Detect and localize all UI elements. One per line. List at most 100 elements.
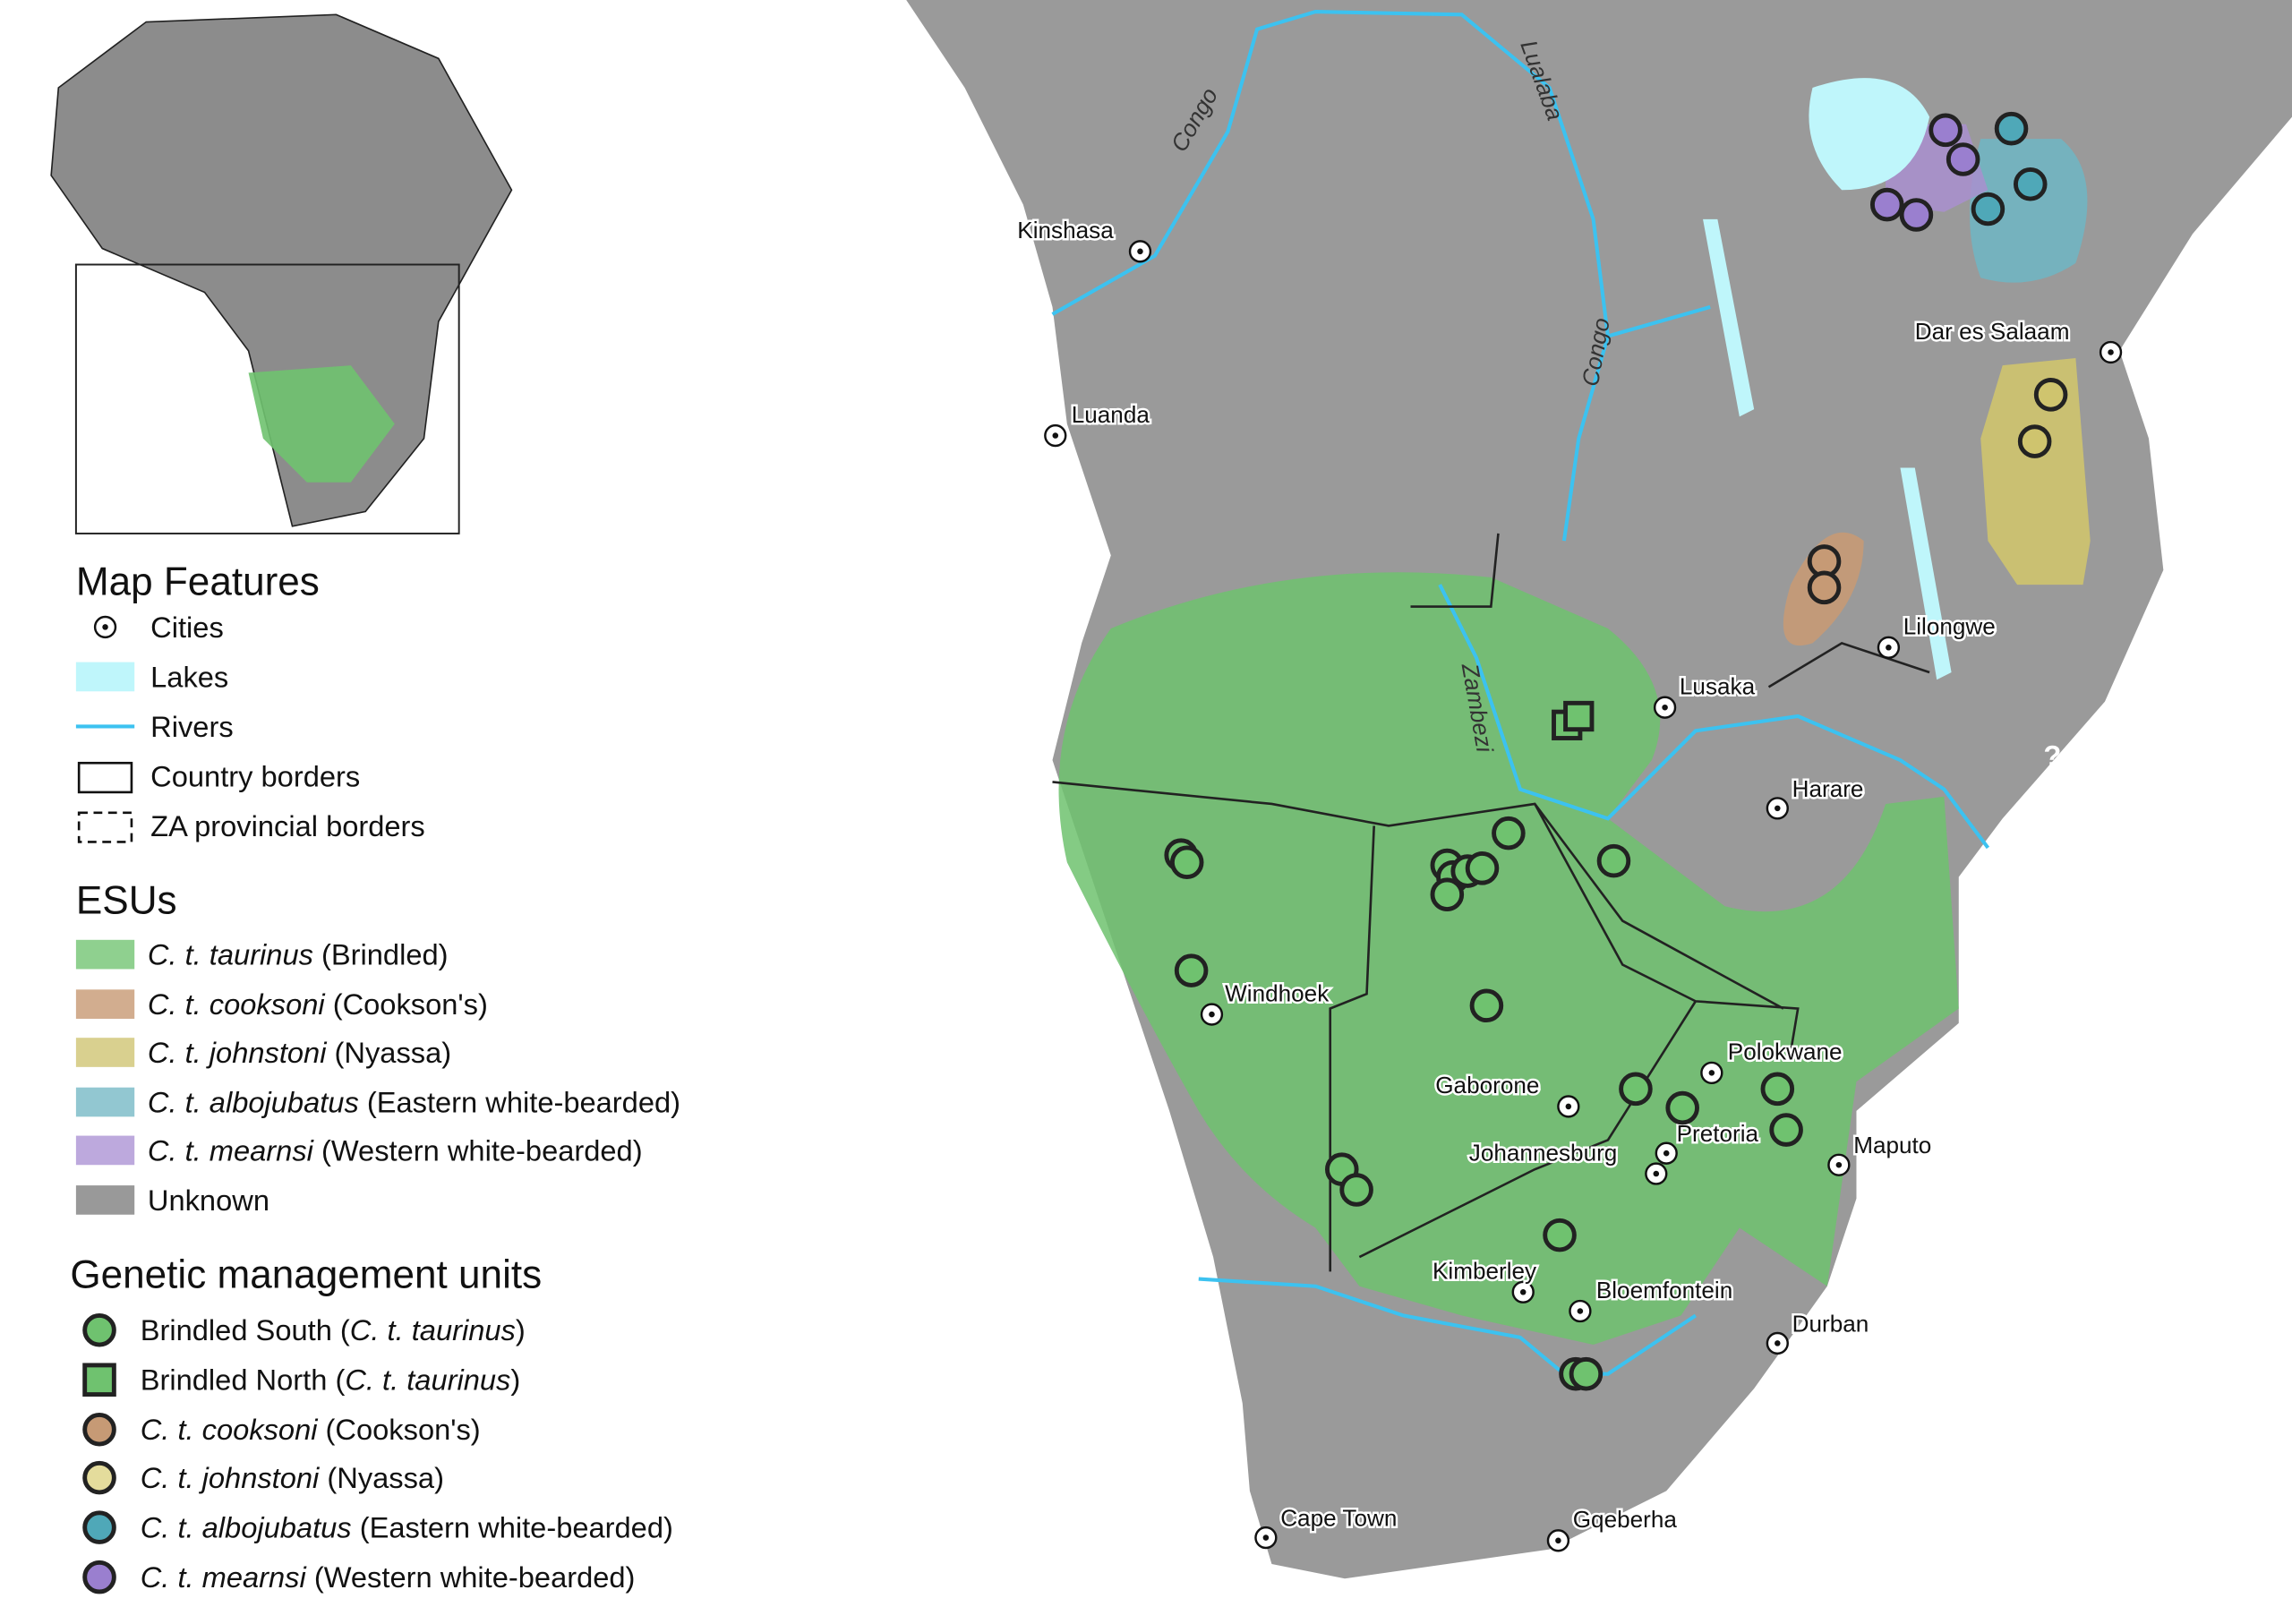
legend-title: Genetic management units (70, 1252, 542, 1296)
legend: Map Features ESUs Genetic management uni… (70, 560, 680, 1594)
esu-johnstoni-range (1980, 358, 2091, 585)
legend-label-part: C. t. taurinus (148, 938, 313, 971)
legend-label: Brindled South (C. t. taurinus) (141, 1313, 526, 1346)
esu-taurinus-range (1058, 572, 1959, 1346)
city-dot (1519, 1289, 1527, 1295)
legend-label: C. t. johnstoni (Nyassa) (141, 1461, 444, 1494)
legend-label-part: C. t. taurinus (345, 1363, 510, 1397)
sample-marker (1492, 816, 1526, 850)
legend-label: Country borders (150, 759, 360, 792)
city-label: Pretoria (1677, 1120, 1759, 1147)
legend-label-part: ) (516, 1313, 526, 1346)
legend-label-part: Unknown (148, 1184, 269, 1217)
legend-label-part: (Eastern white-bearded) (352, 1511, 673, 1544)
city-dot (1835, 1161, 1843, 1168)
city-label: Johannesburg (1469, 1139, 1618, 1166)
city-dot (1662, 704, 1668, 711)
sample-marker (1994, 111, 2029, 146)
sample-marker (1899, 198, 1934, 232)
city-dot (2108, 349, 2114, 355)
sample-marker (1430, 877, 1465, 911)
city-label: Polokwane (1728, 1039, 1843, 1065)
country-borders (1052, 533, 1930, 1272)
river (1051, 10, 1990, 1376)
sample-marker (1174, 953, 1209, 987)
sample-marker (2013, 167, 2048, 201)
legend-label: C. t. albojubatus (Eastern white-bearded… (141, 1511, 673, 1544)
city-dot (1708, 1070, 1715, 1076)
sample-marker (1465, 851, 1500, 885)
city-dot (1775, 805, 1781, 812)
sample-marker (1769, 1113, 1803, 1147)
sample-markers (1164, 111, 2068, 1391)
city-label: Lilongwe (1903, 613, 1996, 640)
legend-label-part: Brindled South ( (141, 1313, 350, 1346)
sample-marker (1569, 1356, 1604, 1391)
legend-label: C. t. cooksoni (Cookson's) (141, 1413, 481, 1446)
city-label: Kimberley (1432, 1258, 1536, 1285)
sample-marker (2017, 424, 2052, 458)
city-dot (1577, 1308, 1584, 1314)
legend-label-part: C. t. mearnsi (148, 1133, 314, 1167)
legend-title: ESUs (76, 878, 177, 922)
sample-marker (1469, 988, 1504, 1023)
city-label: Luanda (1072, 401, 1150, 428)
legend-label-part: C. t. johnstoni (148, 1036, 327, 1069)
legend-label-part: C. t. taurinus (350, 1313, 516, 1346)
legend-label: C. t. taurinus (Brindled) (148, 938, 449, 971)
sample-marker (1946, 142, 1980, 176)
city-dot (1052, 432, 1059, 439)
legend-label: C. t. mearnsi (Western white-bearded) (141, 1560, 636, 1594)
esu-albojubatus-range (1970, 139, 2088, 283)
city-label: Kinshasa (1017, 217, 1114, 244)
legend-label-part: (Brindled) (313, 938, 449, 971)
sample-marker (1929, 113, 1963, 148)
legend-label: C. t. mearnsi (Western white-bearded) (148, 1133, 643, 1167)
legend-label-part: (Cookson's) (317, 1413, 480, 1446)
city-label: Windhoek (1225, 979, 1330, 1006)
inset-map (50, 13, 513, 534)
unknown-marker: ? (2043, 739, 2061, 773)
sample-marker (1869, 187, 1904, 222)
sample-marker (1339, 1173, 1373, 1207)
legend-label-part: C. t. albojubatus (148, 1085, 359, 1118)
legend-label-part: (Cookson's) (325, 987, 488, 1021)
sample-marker (1596, 843, 1631, 878)
legend-label-part: (Western white-bearded) (306, 1560, 636, 1594)
sample-marker (1760, 1072, 1795, 1107)
legend-label: Rivers (150, 710, 233, 743)
city-dot (1886, 645, 1892, 651)
city-label: Dar es Salaam (1915, 318, 2070, 345)
legend-label-part: (Nyassa) (319, 1461, 444, 1494)
city-dot (1565, 1103, 1572, 1110)
legend-label: ZA provincial borders (150, 809, 425, 842)
legend-label-part: C. t. cooksoni (141, 1413, 318, 1446)
main-map (906, 0, 2292, 1579)
legend-label-part: (Eastern white-bearded) (359, 1085, 680, 1118)
legend-label: Lakes (150, 660, 228, 693)
city-dot (1775, 1340, 1781, 1346)
city-dot (1262, 1534, 1270, 1541)
legend-title: Map Features (76, 560, 320, 604)
legend-label-part: C. t. albojubatus (141, 1511, 352, 1544)
legend-label-part: C. t. johnstoni (141, 1461, 320, 1494)
legend-label-part: (Western white-bearded) (313, 1133, 643, 1167)
sample-marker (1619, 1072, 1653, 1107)
city-label: Gqeberha (1573, 1506, 1678, 1533)
legend-label-part: C. t. mearnsi (141, 1560, 307, 1594)
sample-marker (2033, 378, 2068, 412)
legend-label: Brindled North (C. t. taurinus) (141, 1363, 521, 1397)
city-dot (1137, 248, 1143, 255)
cities: Kinshasa Luanda Lusaka Lilongwe Harare Dar es… (1015, 215, 2123, 1552)
city-dot (1653, 1170, 1660, 1177)
legend-label: C. t. albojubatus (Eastern white-bearded… (148, 1085, 680, 1118)
city-label: Lusaka (1680, 673, 1756, 700)
legend-label: C. t. johnstoni (Nyassa) (148, 1036, 451, 1069)
city-label: Maputo (1853, 1132, 1931, 1158)
sample-marker (1665, 1090, 1699, 1125)
legend-label: Unknown (148, 1184, 269, 1217)
city-label: Gaborone (1435, 1072, 1539, 1098)
city-label: Durban (1792, 1310, 1869, 1337)
city-label: Bloemfontein (1596, 1277, 1732, 1303)
